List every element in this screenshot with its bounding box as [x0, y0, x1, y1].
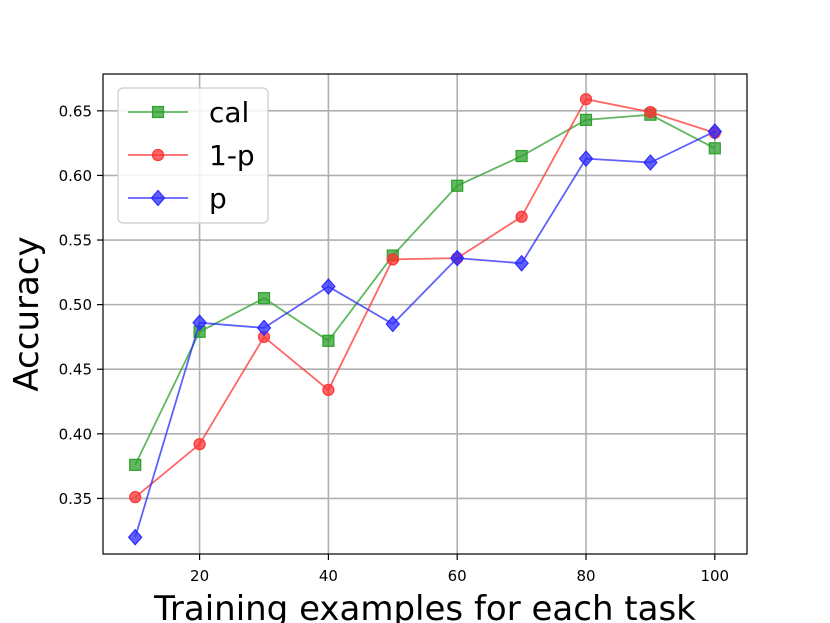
legend-marker	[151, 105, 165, 119]
legend-box	[117, 87, 269, 224]
data-point-1-p	[515, 210, 528, 223]
data-point-p	[321, 278, 336, 295]
legend-label: cal	[209, 96, 249, 129]
series-line-p	[134, 130, 716, 538]
y-tick-label: 0.55	[59, 232, 92, 250]
x-tick-label: 80	[576, 567, 595, 585]
data-point-cal	[708, 142, 721, 155]
y-tick-label: 0.60	[59, 167, 92, 185]
y-tick-label: 0.45	[59, 361, 92, 379]
data-point-1-p	[129, 491, 142, 504]
plot-frame	[102, 73, 748, 555]
data-point-1-p	[579, 93, 593, 106]
y-tick-label: 0.50	[59, 296, 92, 314]
data-point-p	[256, 319, 272, 337]
data-point-p	[514, 254, 529, 272]
data-point-cal	[579, 113, 593, 126]
legend: cal 1-p p	[117, 87, 269, 224]
x-axis-title: Training examples for each task	[153, 589, 696, 623]
legend-marker	[151, 148, 165, 162]
y-tick-label: 0.65	[59, 102, 92, 120]
data-point-p	[578, 150, 594, 168]
data-point-1-p	[193, 438, 206, 451]
x-tick-label: 20	[190, 567, 209, 585]
data-point-p	[192, 314, 207, 332]
data-point-1-p	[322, 383, 335, 397]
x-tick-label: 40	[319, 567, 338, 585]
y-tick-label: 0.35	[59, 490, 92, 508]
series-line-cal	[134, 113, 716, 466]
data-point-p	[127, 528, 143, 546]
series-p	[127, 123, 723, 546]
x-tick-label: 100	[700, 567, 729, 585]
data-point-cal	[451, 179, 464, 192]
y-tick-label: 0.40	[59, 425, 92, 443]
data-point-1-p	[386, 253, 399, 266]
data-point-cal	[257, 292, 271, 305]
y-axis-title: Accuracy	[7, 236, 47, 391]
legend-label: 1-p	[209, 139, 255, 172]
data-point-p	[385, 315, 401, 333]
legend-item-1-p: 1-p	[128, 139, 255, 172]
x-tick-label: 60	[448, 567, 467, 585]
legend-item-p: p	[128, 182, 227, 215]
data-point-p	[707, 123, 723, 140]
data-point-1-p	[644, 106, 657, 119]
data-point-cal	[322, 334, 335, 347]
legend-marker	[150, 189, 166, 207]
ticks: 20 40 60 80 100 0.35 0.40 0.45 0.50 0.55 0.60 0.65	[59, 102, 730, 585]
data-point-cal	[515, 149, 528, 163]
data-point-p	[643, 154, 658, 171]
legend-label: p	[209, 182, 227, 215]
data-point-p	[449, 249, 465, 267]
series-layer	[127, 93, 723, 546]
series-line-1-p	[134, 98, 716, 498]
data-point-cal	[129, 458, 142, 471]
legend-item-cal: cal	[128, 96, 249, 129]
